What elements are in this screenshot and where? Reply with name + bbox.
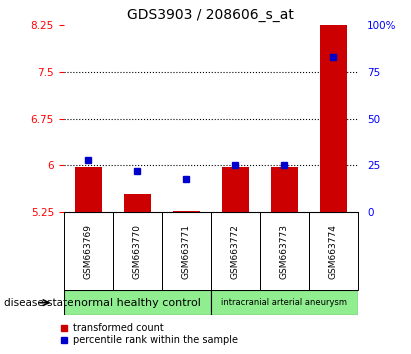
- Text: GSM663770: GSM663770: [133, 224, 142, 279]
- Title: GDS3903 / 208606_s_at: GDS3903 / 208606_s_at: [127, 8, 294, 22]
- Bar: [124, 194, 151, 212]
- Bar: [113, 212, 162, 290]
- Text: GSM663774: GSM663774: [328, 224, 337, 279]
- Bar: [211, 290, 358, 315]
- Bar: [260, 212, 309, 290]
- Text: GSM663772: GSM663772: [231, 224, 240, 279]
- Bar: [64, 212, 113, 290]
- Text: disease state: disease state: [4, 298, 74, 308]
- Bar: [173, 211, 200, 212]
- Bar: [270, 167, 298, 212]
- Text: GSM663769: GSM663769: [84, 224, 93, 279]
- Bar: [211, 212, 260, 290]
- Text: GSM663771: GSM663771: [182, 224, 191, 279]
- Text: intracranial arterial aneurysm: intracranial arterial aneurysm: [221, 298, 347, 307]
- Bar: [75, 167, 102, 212]
- Bar: [162, 212, 211, 290]
- Bar: [222, 167, 249, 212]
- Legend: transformed count, percentile rank within the sample: transformed count, percentile rank withi…: [60, 324, 238, 346]
- Bar: [64, 290, 210, 315]
- Bar: [320, 18, 346, 212]
- Bar: [309, 212, 358, 290]
- Text: GSM663773: GSM663773: [279, 224, 289, 279]
- Text: normal healthy control: normal healthy control: [74, 298, 201, 308]
